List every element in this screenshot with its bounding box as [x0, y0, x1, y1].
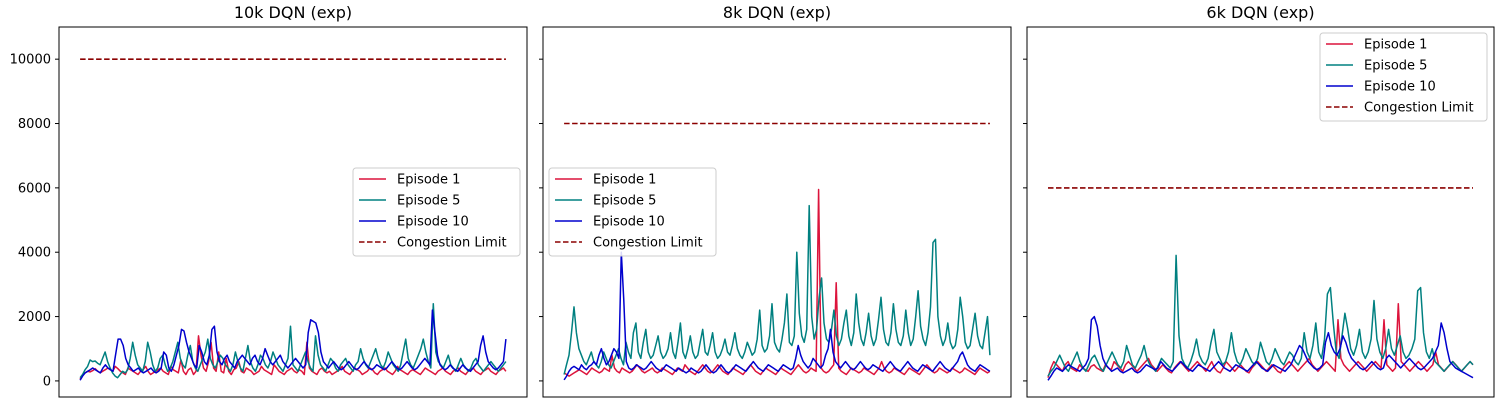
y-tick-label: 6000 — [18, 181, 51, 196]
legend-label: Congestion Limit — [397, 236, 507, 251]
plot-frame — [1026, 26, 1495, 398]
legend-label: Episode 5 — [593, 194, 656, 209]
y-tick-label: 10000 — [10, 53, 51, 68]
plot-frame — [58, 26, 528, 398]
legend-label: Episode 1 — [397, 173, 460, 188]
legend-label: Episode 5 — [1364, 59, 1427, 74]
y-tick-label: 0 — [43, 374, 51, 389]
y-tick-label: 8000 — [18, 117, 51, 132]
series-line-episode-10 — [1047, 315, 1474, 381]
series-line-episode-1 — [79, 335, 507, 380]
chart-title: 6k DQN (exp) — [1206, 3, 1314, 22]
series-line-episode-10 — [79, 309, 507, 381]
chart-panel-2: 8k DQN (exp) Episode 1 Episode 5 Episode 10… — [539, 3, 1012, 398]
legend-box — [352, 167, 521, 257]
legend-label: Episode 10 — [1364, 80, 1436, 95]
legend: Episode 1 Episode 5 Episode 10 Congestion L… — [548, 167, 717, 257]
legend-label: Episode 10 — [593, 215, 665, 230]
y-tick-label: 4000 — [18, 246, 51, 261]
legend-label: Congestion Limit — [593, 236, 703, 251]
plot-frame — [542, 26, 1012, 398]
chart-title: 8k DQN (exp) — [723, 3, 831, 22]
series-line-episode-10 — [563, 251, 991, 381]
legend-box — [548, 167, 717, 257]
chart-panel-3: 6k DQN (exp) Episode 1 Episode 5 Episode 10… — [1023, 3, 1495, 398]
chart-title: 10k DQN (exp) — [234, 3, 352, 22]
legend-label: Episode 5 — [397, 194, 460, 209]
legend-box — [1319, 32, 1488, 122]
legend-label: Congestion Limit — [1364, 101, 1474, 116]
series-line-episode-5 — [563, 204, 991, 375]
series-line-episode-5 — [1047, 254, 1474, 377]
legend-label: Episode 1 — [1364, 38, 1427, 53]
legend-label: Episode 1 — [593, 173, 656, 188]
chart-panel-1: 10k DQN (exp) 0 2000 4000 6000 8000 10000 Episo… — [10, 3, 528, 398]
legend-label: Episode 10 — [397, 215, 469, 230]
y-tick-label: 2000 — [18, 310, 51, 325]
legend: Episode 1 Episode 5 Episode 10 Congestion L… — [1319, 32, 1488, 122]
legend: Episode 1 Episode 5 Episode 10 Congestion L… — [352, 167, 521, 257]
